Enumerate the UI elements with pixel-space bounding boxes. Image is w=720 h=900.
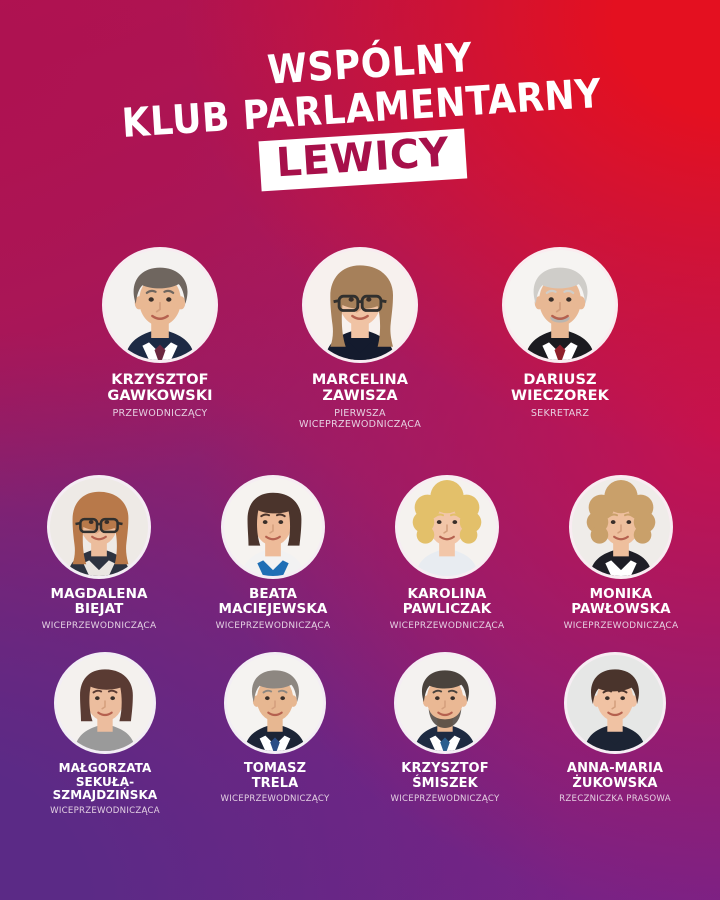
portrait-monika-pawlowska: [572, 478, 670, 576]
member-first-name: BEATA: [248, 586, 298, 602]
member-role: SEKRETARZ: [530, 407, 590, 419]
member-card[interactable]: TOMASZ TRELA WICEPRZEWODNICZĄCY: [199, 655, 351, 816]
portrait-marcelina-zawisza: [305, 250, 415, 360]
member-first-name: KRZYSZTOF: [401, 761, 489, 776]
title-line-3-badge: LEWICY: [258, 128, 467, 191]
member-first-name: MAGDALENA: [50, 586, 148, 602]
member-last-name: TRELA: [251, 775, 299, 791]
portrait-tomasz-trela: [227, 655, 323, 751]
member-role: WICEPRZEWODNICZĄCY: [390, 794, 500, 805]
portrait-karolina-pawliczak: [398, 478, 496, 576]
portrait-magdalena-biejat: [50, 478, 148, 576]
member-card[interactable]: KRZYSZTOF GAWKOWSKI PRZEWODNICZĄCY: [82, 250, 238, 431]
member-last-name: ZAWISZA: [322, 388, 398, 405]
poster-title: WSPÓLNY KLUB PARLAMENTARNY LEWICY: [0, 22, 720, 208]
member-card[interactable]: MONIKA PAWŁOWSKA WICEPRZEWODNICZĄCA: [545, 478, 697, 631]
portrait-dariusz-wieczorek: [505, 250, 615, 360]
member-last-name: ŻUKOWSKA: [572, 775, 658, 791]
member-role: PIERWSZA WICEPRZEWODNICZĄCA: [298, 407, 422, 431]
member-card[interactable]: DARIUSZ WIECZOREK SEKRETARZ: [482, 250, 638, 431]
member-name: MAGDALENA BIEJAT: [50, 586, 148, 618]
portrait-anna-maria-zukowska: [567, 655, 663, 751]
member-last-name: ŚMISZEK: [412, 775, 478, 791]
member-first-name: MAŁGORZATA: [58, 761, 152, 775]
member-last-name: PAWLICZAK: [402, 601, 492, 618]
portrait-krzysztof-smiszek: [397, 655, 493, 751]
member-card[interactable]: MARCELINA ZAWISZA PIERWSZA WICEPRZEWODNICZ…: [282, 250, 438, 431]
member-role: RZECZNICZKA PRASOWA: [559, 794, 671, 805]
member-name: MAŁGORZATA SEKUŁA-SZMAJDZIŃSKA: [29, 761, 181, 803]
portrait-beata-maciejewska: [224, 478, 322, 576]
member-first-name: KRZYSZTOF: [111, 372, 209, 388]
member-role: WICEPRZEWODNICZĄCA: [389, 620, 505, 631]
member-name: KRZYSZTOF GAWKOWSKI: [107, 372, 212, 405]
member-first-name: MARCELINA: [311, 372, 409, 388]
member-row-leadership: KRZYSZTOF GAWKOWSKI PRZEWODNICZĄCY MARCELIN…: [0, 250, 720, 431]
member-first-name: MONIKA: [589, 586, 653, 602]
member-name: TOMASZ TRELA: [243, 761, 307, 791]
member-name: MONIKA PAWŁOWSKA: [571, 586, 671, 618]
member-last-name: GAWKOWSKI: [107, 388, 213, 405]
member-card[interactable]: MAGDALENA BIEJAT WICEPRZEWODNICZĄCA: [23, 478, 175, 631]
portrait-krzysztof-gawkowski: [105, 250, 215, 360]
member-card[interactable]: KRZYSZTOF ŚMISZEK WICEPRZEWODNICZĄCY: [369, 655, 521, 816]
member-card[interactable]: MAŁGORZATA SEKUŁA-SZMAJDZIŃSKA WICEPRZEWOD…: [29, 655, 181, 816]
member-role: WICEPRZEWODNICZĄCA: [41, 620, 157, 631]
member-name: KRZYSZTOF ŚMISZEK: [401, 761, 489, 791]
member-role: WICEPRZEWODNICZĄCA: [563, 620, 679, 631]
member-name: BEATA MACIEJEWSKA: [218, 586, 328, 618]
member-card[interactable]: KAROLINA PAWLICZAK WICEPRZEWODNICZĄCA: [371, 478, 523, 631]
member-last-name: MACIEJEWSKA: [218, 601, 328, 618]
member-name: ANNA-MARIA ŻUKOWSKA: [566, 761, 664, 791]
member-name: KAROLINA PAWLICZAK: [402, 586, 492, 618]
member-role: WICEPRZEWODNICZĄCA: [50, 805, 160, 816]
member-role: WICEPRZEWODNICZĄCY: [220, 794, 330, 805]
member-last-name: PAWŁOWSKA: [571, 601, 671, 618]
member-row-vice-chairs: MAGDALENA BIEJAT WICEPRZEWODNICZĄCA BEATA MA…: [0, 478, 720, 631]
member-name: MARCELINA ZAWISZA: [312, 372, 408, 405]
member-role: PRZEWODNICZĄCY: [112, 407, 208, 419]
member-first-name: ANNA-MARIA: [566, 761, 664, 776]
member-card[interactable]: ANNA-MARIA ŻUKOWSKA RZECZNICZKA PRASOWA: [539, 655, 691, 816]
member-row-officers: MAŁGORZATA SEKUŁA-SZMAJDZIŃSKA WICEPRZEWOD…: [0, 655, 720, 816]
member-first-name: DARIUSZ: [523, 372, 597, 388]
member-role: WICEPRZEWODNICZĄCA: [215, 620, 331, 631]
member-last-name: BIEJAT: [74, 601, 124, 618]
member-first-name: TOMASZ: [243, 761, 307, 776]
member-card[interactable]: BEATA MACIEJEWSKA WICEPRZEWODNICZĄCA: [197, 478, 349, 631]
member-first-name: KAROLINA: [407, 586, 487, 602]
portrait-malgorzata-sekula-szmajdzinska: [57, 655, 153, 751]
member-name: DARIUSZ WIECZOREK: [511, 372, 609, 405]
member-last-name: SEKUŁA-SZMAJDZIŃSKA: [52, 774, 158, 803]
member-last-name: WIECZOREK: [511, 388, 609, 405]
